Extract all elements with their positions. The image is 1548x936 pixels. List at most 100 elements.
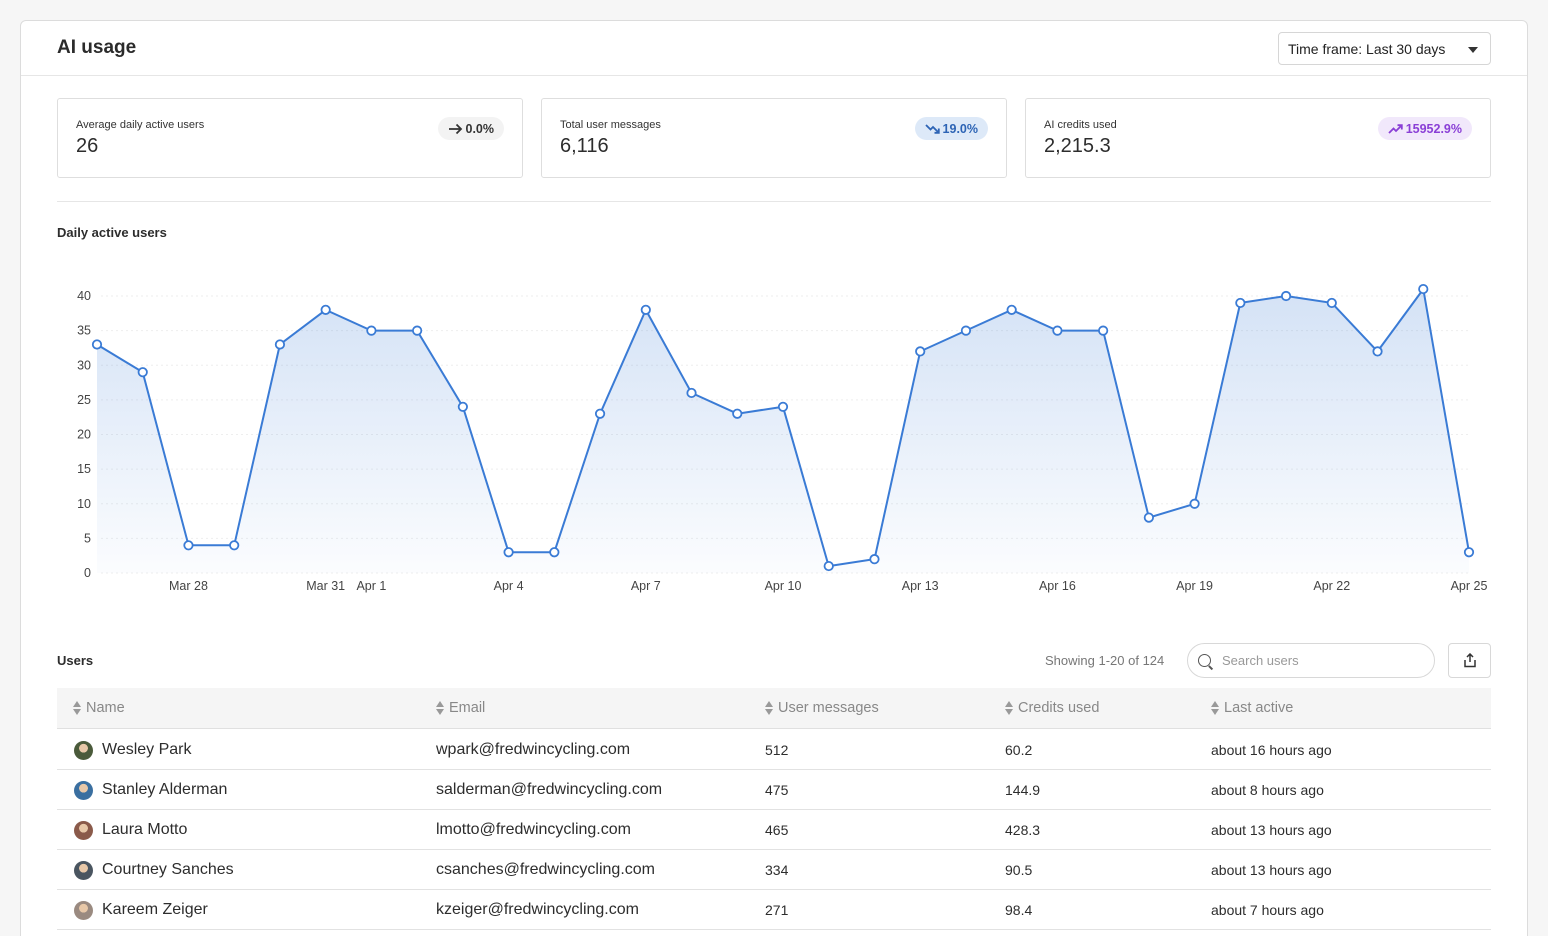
column-label: Email: [449, 700, 486, 716]
credits-used: 428.3: [1005, 822, 1041, 838]
x-tick-label: Apr 16: [1039, 579, 1076, 593]
credits-used: 98.4: [1005, 902, 1033, 918]
data-point[interactable]: [320, 304, 331, 315]
user-email: salderman@fredwincycling.com: [436, 781, 663, 798]
data-point[interactable]: [640, 304, 651, 315]
sort-icon: [1005, 701, 1014, 715]
data-point[interactable]: [1372, 346, 1383, 357]
data-point[interactable]: [594, 408, 606, 419]
data-point[interactable]: [229, 540, 240, 551]
data-point[interactable]: [1006, 304, 1017, 315]
y-tick-label: 40: [77, 289, 91, 303]
credits-used: 60.2: [1005, 742, 1033, 758]
data-point[interactable]: [457, 401, 468, 412]
change-badge: 19.0%: [914, 117, 988, 140]
credits-used: 90.5: [1005, 862, 1033, 878]
data-point[interactable]: [183, 540, 194, 551]
data-point[interactable]: [1143, 512, 1154, 523]
table-row[interactable]: Stanley Alderman salderman@fredwincyclin…: [57, 770, 1491, 810]
data-point[interactable]: [412, 325, 423, 336]
credits-used: 144.9: [1005, 782, 1041, 798]
stat-value: 6,116: [560, 135, 609, 157]
data-point[interactable]: [1235, 297, 1246, 309]
data-point[interactable]: [823, 560, 834, 572]
stat-card-user-messages: Total user messages 6,116 19.0%: [541, 98, 1007, 178]
trending-down-icon: [924, 123, 940, 134]
user-messages: 512: [765, 742, 789, 758]
user-messages: 465: [765, 822, 789, 838]
avatar: [74, 741, 93, 760]
sort-icon: [765, 701, 774, 715]
table-row[interactable]: Laura Motto lmotto@fredwincycling.com 46…: [57, 810, 1491, 850]
data-point[interactable]: [1463, 547, 1475, 558]
data-point[interactable]: [549, 547, 560, 558]
trending-up-icon: [1388, 123, 1403, 134]
data-point[interactable]: [1280, 290, 1292, 302]
data-point[interactable]: [91, 339, 103, 350]
data-point[interactable]: [1326, 297, 1337, 309]
daily-active-users-chart: 0 5 10 15 20 25 30 35 40 Mar 28 Mar 31 Apr 1 Apr 4 A…: [77, 283, 1487, 593]
y-tick-label: 25: [77, 393, 91, 407]
data-point[interactable]: [777, 401, 789, 412]
data-point[interactable]: [137, 367, 148, 378]
last-active: about 13 hours ago: [1211, 822, 1332, 838]
search-placeholder: Search users: [1222, 653, 1299, 668]
user-name: Stanley Alderman: [102, 781, 228, 798]
user-messages: 475: [765, 782, 789, 798]
user-email: csanches@fredwincycling.com: [436, 861, 655, 878]
column-label: Credits used: [1018, 700, 1100, 716]
user-email: kzeiger@fredwincycling.com: [436, 901, 639, 918]
ai-usage-panel: AI usage Time frame: Last 30 days Averag…: [20, 20, 1528, 936]
data-point[interactable]: [960, 325, 972, 336]
divider: [57, 201, 1491, 202]
user-messages: 334: [765, 862, 789, 878]
user-email: lmotto@fredwincycling.com: [436, 821, 631, 838]
search-icon: [1198, 654, 1211, 667]
change-badge: 15952.9%: [1377, 117, 1472, 140]
column-header-credits-used[interactable]: Credits used: [1005, 700, 1099, 716]
column-header-name[interactable]: Name: [73, 700, 125, 716]
y-tick-label: 35: [77, 324, 91, 338]
data-point[interactable]: [915, 346, 926, 357]
table-row[interactable]: Courtney Sanches csanches@fredwincycling…: [57, 850, 1491, 890]
data-point[interactable]: [732, 408, 743, 419]
chart-title: Daily active users: [57, 225, 167, 240]
column-header-user-messages[interactable]: User messages: [765, 700, 879, 716]
last-active: about 7 hours ago: [1211, 902, 1324, 918]
table-row[interactable]: Wesley Park wpark@fredwincycling.com 512…: [57, 730, 1491, 770]
column-header-last-active[interactable]: Last active: [1211, 700, 1293, 716]
avatar: [74, 901, 93, 920]
export-button[interactable]: [1448, 643, 1491, 678]
timeframe-dropdown[interactable]: Time frame: Last 30 days: [1278, 32, 1491, 65]
y-tick-label: 5: [84, 531, 91, 545]
x-tick-label: Apr 22: [1313, 579, 1350, 593]
data-point[interactable]: [686, 387, 697, 399]
share-icon: [1463, 653, 1476, 668]
timeframe-label: Time frame: Last 30 days: [1288, 40, 1446, 57]
last-active: about 8 hours ago: [1211, 782, 1324, 798]
last-active: about 16 hours ago: [1211, 742, 1332, 758]
data-point[interactable]: [869, 554, 880, 565]
sort-icon: [436, 701, 445, 715]
data-point[interactable]: [1418, 283, 1429, 295]
y-tick-label: 0: [84, 566, 91, 580]
search-users-input[interactable]: Search users: [1187, 643, 1435, 678]
sort-icon: [1211, 701, 1220, 715]
avatar: [74, 861, 93, 880]
data-point[interactable]: [1052, 325, 1063, 336]
data-point[interactable]: [1189, 498, 1200, 509]
last-active: about 13 hours ago: [1211, 862, 1332, 878]
user-name: Courtney Sanches: [102, 861, 234, 878]
users-table-header: Name Email User messages Credits used La…: [57, 688, 1491, 729]
user-name: Kareem Zeiger: [102, 901, 208, 918]
data-point[interactable]: [1098, 325, 1109, 336]
x-tick-label: Apr 1: [356, 579, 386, 593]
column-header-email[interactable]: Email: [436, 700, 485, 716]
sort-icon: [73, 701, 82, 715]
data-point[interactable]: [503, 547, 514, 558]
user-messages: 271: [765, 902, 789, 918]
data-point[interactable]: [366, 325, 377, 336]
table-row[interactable]: Kareem Zeiger kzeiger@fredwincycling.com…: [57, 890, 1491, 930]
pagination-summary: Showing 1-20 of 124: [1045, 653, 1165, 668]
data-point[interactable]: [274, 339, 286, 350]
